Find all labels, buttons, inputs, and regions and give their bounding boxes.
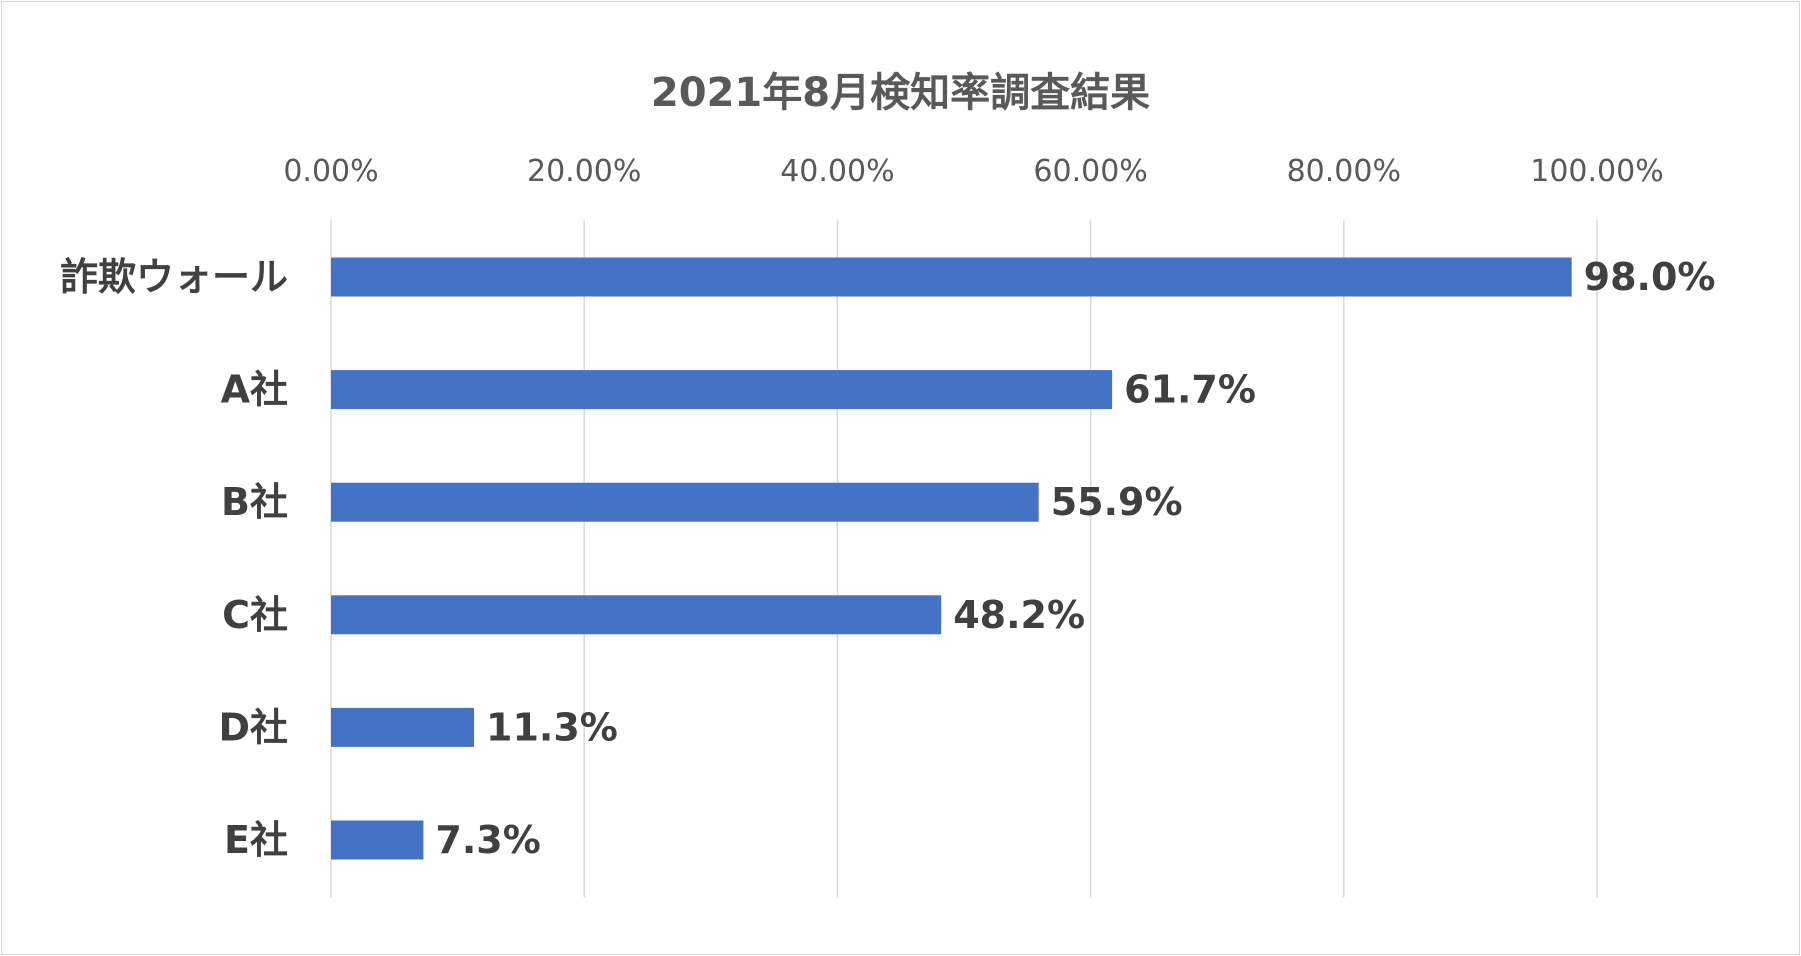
data-label: 98.0% (1584, 255, 1716, 299)
bar (331, 707, 475, 747)
x-tick-label: 100.00% (1530, 154, 1663, 189)
gridlines (330, 220, 1598, 897)
data-label: 48.2% (953, 593, 1085, 637)
category-label: A社 (221, 368, 288, 412)
x-tick-label: 20.00% (527, 154, 641, 189)
category-label: B社 (221, 480, 288, 524)
data-label: 61.7% (1124, 368, 1256, 412)
x-axis-ticks: 0.00% 20.00% 40.00% 60.00% 80.00% 100.00% (283, 154, 1663, 189)
category-labels: 詐欺ウォール A社 B社 C社 D社 E社 (60, 255, 288, 862)
data-label: 55.9% (1051, 480, 1183, 524)
x-tick-label: 80.00% (1287, 154, 1401, 189)
x-tick-label: 60.00% (1033, 154, 1147, 189)
bar (331, 257, 1572, 297)
data-label: 7.3% (435, 818, 540, 862)
x-tick-label: 40.00% (780, 154, 894, 189)
x-tick-label: 0.00% (283, 154, 378, 189)
bar (331, 482, 1039, 522)
chart-title: 2021年8月検知率調査結果 (650, 70, 1151, 116)
category-label: D社 (218, 705, 288, 749)
category-label: E社 (224, 818, 288, 862)
bar (331, 370, 1113, 410)
bars (331, 257, 1572, 860)
bar (331, 820, 424, 860)
category-label: C社 (222, 593, 288, 637)
data-label: 11.3% (486, 705, 618, 749)
bar (331, 595, 942, 635)
value-labels: 98.0% 61.7% 55.9% 48.2% 11.3% 7.3% (435, 255, 1715, 862)
category-label: 詐欺ウォール (60, 255, 288, 299)
